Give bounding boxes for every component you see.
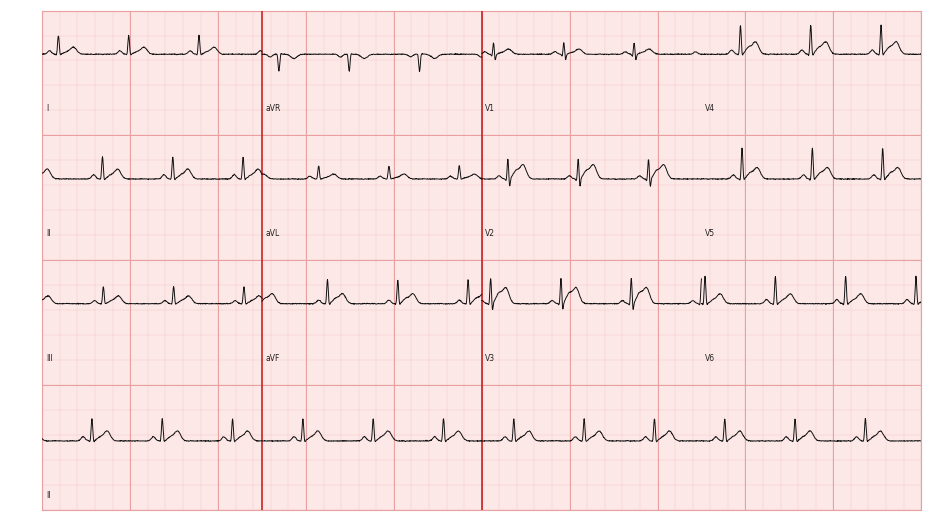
Text: I: I: [46, 104, 48, 113]
Text: V4: V4: [705, 104, 715, 113]
Text: aVF: aVF: [265, 354, 280, 363]
Text: II: II: [46, 491, 51, 500]
Text: aVR: aVR: [265, 104, 281, 113]
Text: V6: V6: [705, 354, 715, 363]
Text: aVL: aVL: [265, 229, 280, 238]
Text: III: III: [46, 354, 53, 363]
Text: V2: V2: [485, 229, 495, 238]
Text: II: II: [46, 229, 51, 238]
Text: V1: V1: [485, 104, 495, 113]
Text: V5: V5: [705, 229, 715, 238]
Text: V3: V3: [485, 354, 495, 363]
